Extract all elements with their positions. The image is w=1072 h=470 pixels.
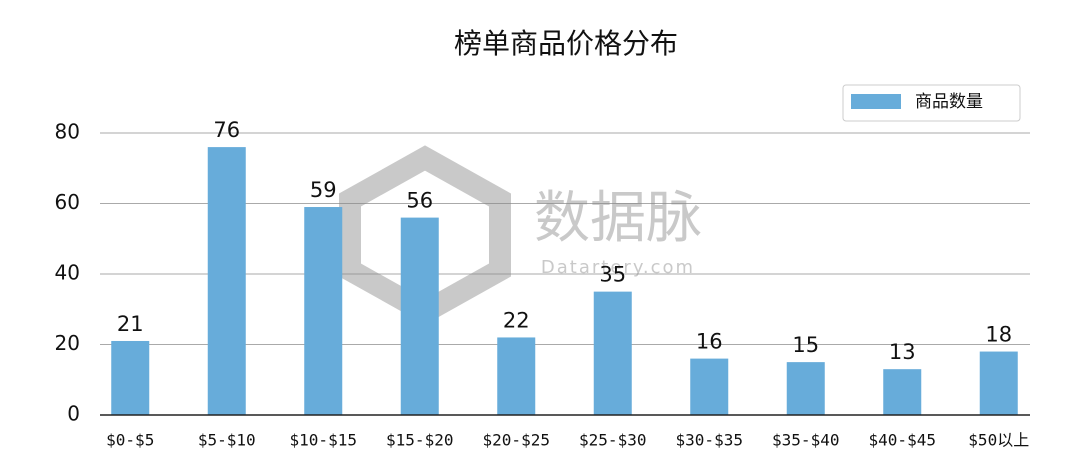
value-label: 76 <box>213 118 240 142</box>
value-label: 59 <box>310 178 337 202</box>
x-tick-label: $15-$20 <box>386 431 453 450</box>
x-tick-label: $10-$15 <box>290 431 357 450</box>
bar <box>786 362 825 415</box>
x-tick-label: $20-$25 <box>483 431 550 450</box>
bar <box>497 337 536 415</box>
y-tick-label: 60 <box>55 190 80 214</box>
value-label: 56 <box>406 189 433 213</box>
y-tick-label: 80 <box>55 120 80 144</box>
legend-swatch <box>851 94 901 109</box>
x-tick-label: $5-$10 <box>198 431 256 450</box>
bar <box>111 340 150 415</box>
y-tick-label: 20 <box>55 331 80 355</box>
value-label: 16 <box>696 330 723 354</box>
x-tick-label: $25-$30 <box>579 431 646 450</box>
value-label: 21 <box>117 312 144 336</box>
bar <box>207 147 246 415</box>
legend-label: 商品数量 <box>915 92 983 112</box>
chart-title: 榜单商品价格分布 <box>454 27 678 60</box>
y-tick-label: 40 <box>55 261 80 285</box>
x-tick-label: $0-$5 <box>106 431 154 450</box>
y-tick-label: 0 <box>67 402 80 426</box>
bar <box>593 291 632 415</box>
value-label: 22 <box>503 308 530 332</box>
x-tick-label: $30-$35 <box>676 431 743 450</box>
x-tick-label: $50以上 <box>968 431 1029 450</box>
value-label: 13 <box>889 340 916 364</box>
bar <box>690 358 729 415</box>
value-label: 15 <box>792 333 819 357</box>
value-label: 35 <box>599 263 626 287</box>
watermark-text: 数据脉 <box>534 186 702 251</box>
x-tick-label: $40-$45 <box>869 431 936 450</box>
bar <box>304 207 343 415</box>
bar <box>400 217 439 415</box>
watermark-subtitle: Datartery.com <box>541 257 695 278</box>
bar <box>979 351 1018 415</box>
x-tick-label: $35-$40 <box>772 431 839 450</box>
bar <box>883 369 922 415</box>
value-label: 18 <box>985 323 1012 347</box>
